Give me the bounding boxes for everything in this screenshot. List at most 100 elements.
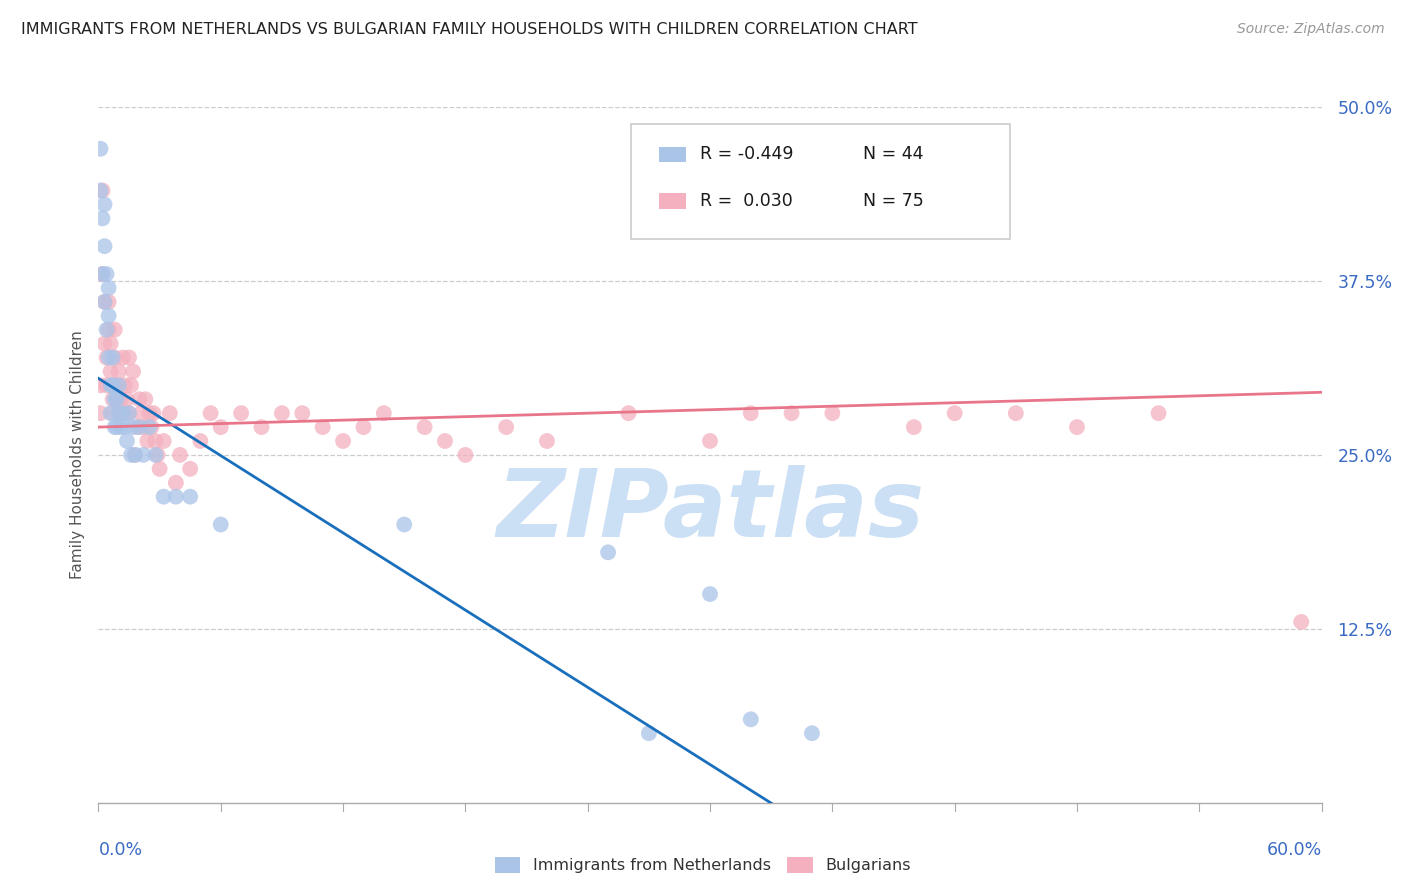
Point bbox=[617, 406, 640, 420]
Point bbox=[142, 406, 165, 420]
Point bbox=[122, 420, 145, 434]
Point bbox=[145, 434, 167, 448]
Point bbox=[120, 448, 142, 462]
Text: ZIPatlas: ZIPatlas bbox=[496, 465, 924, 557]
Text: Source: ZipAtlas.com: Source: ZipAtlas.com bbox=[1237, 22, 1385, 37]
Point bbox=[352, 420, 374, 434]
FancyBboxPatch shape bbox=[630, 124, 1010, 239]
Point bbox=[124, 448, 146, 462]
Point bbox=[132, 420, 155, 434]
Point bbox=[89, 184, 111, 198]
Point bbox=[105, 392, 128, 407]
Point bbox=[108, 378, 131, 392]
Text: N = 75: N = 75 bbox=[863, 192, 924, 210]
Point bbox=[231, 406, 253, 420]
Legend: Immigrants from Netherlands, Bulgarians: Immigrants from Netherlands, Bulgarians bbox=[488, 850, 918, 880]
Point bbox=[114, 420, 136, 434]
Point bbox=[943, 406, 966, 420]
Point bbox=[536, 434, 558, 448]
Text: 60.0%: 60.0% bbox=[1267, 841, 1322, 859]
Point bbox=[637, 726, 661, 740]
Point bbox=[146, 448, 169, 462]
Point bbox=[97, 323, 120, 337]
Point bbox=[97, 294, 120, 309]
Point bbox=[434, 434, 457, 448]
Point bbox=[110, 406, 132, 420]
Point bbox=[209, 517, 232, 532]
Point bbox=[598, 545, 620, 559]
Text: R = -0.449: R = -0.449 bbox=[700, 145, 794, 163]
Point bbox=[169, 448, 191, 462]
Point bbox=[740, 406, 762, 420]
Point bbox=[1147, 406, 1170, 420]
Point bbox=[110, 392, 132, 407]
Point bbox=[101, 378, 124, 392]
Point bbox=[128, 392, 150, 407]
Point bbox=[124, 448, 146, 462]
Point bbox=[110, 420, 132, 434]
Point bbox=[200, 406, 222, 420]
Point bbox=[188, 434, 212, 448]
Point bbox=[821, 406, 844, 420]
Point bbox=[134, 392, 156, 407]
Point bbox=[495, 420, 517, 434]
Point bbox=[96, 351, 118, 365]
Point bbox=[373, 406, 395, 420]
Point bbox=[100, 364, 122, 378]
Point bbox=[312, 420, 335, 434]
Point bbox=[152, 434, 174, 448]
Point bbox=[115, 392, 138, 407]
Point bbox=[97, 309, 120, 323]
Point bbox=[104, 420, 127, 434]
Text: 0.0%: 0.0% bbox=[98, 841, 142, 859]
Point bbox=[149, 462, 172, 476]
Point bbox=[91, 211, 114, 226]
Point bbox=[105, 378, 128, 392]
Point bbox=[250, 420, 273, 434]
Point bbox=[108, 406, 131, 420]
Point bbox=[104, 392, 127, 407]
Point bbox=[291, 406, 314, 420]
Point bbox=[699, 587, 721, 601]
Point bbox=[89, 378, 111, 392]
Point bbox=[118, 406, 141, 420]
Point bbox=[93, 294, 115, 309]
Point bbox=[91, 184, 114, 198]
Point bbox=[801, 726, 824, 740]
Point bbox=[104, 351, 127, 365]
Point bbox=[903, 420, 925, 434]
Point bbox=[454, 448, 477, 462]
Point bbox=[91, 267, 114, 281]
Point bbox=[145, 448, 167, 462]
Point bbox=[129, 406, 152, 420]
Point bbox=[122, 364, 145, 378]
Point bbox=[118, 406, 141, 420]
Point bbox=[93, 336, 115, 351]
Point bbox=[114, 378, 136, 392]
Point bbox=[108, 364, 131, 378]
Text: N = 44: N = 44 bbox=[863, 145, 924, 163]
Point bbox=[100, 336, 122, 351]
Bar bbox=[658, 146, 686, 162]
Point bbox=[141, 420, 163, 434]
Point bbox=[93, 294, 115, 309]
Point bbox=[96, 378, 118, 392]
Point bbox=[108, 378, 131, 392]
Point bbox=[101, 406, 124, 420]
Point bbox=[115, 434, 138, 448]
Point bbox=[159, 406, 181, 420]
Point bbox=[179, 462, 201, 476]
Point bbox=[165, 490, 187, 504]
Point bbox=[97, 351, 120, 365]
Point bbox=[128, 420, 150, 434]
Point bbox=[105, 420, 128, 434]
Point bbox=[1004, 406, 1026, 420]
Y-axis label: Family Households with Children: Family Households with Children bbox=[69, 331, 84, 579]
Point bbox=[101, 351, 124, 365]
Point bbox=[699, 434, 721, 448]
Point bbox=[101, 392, 124, 407]
Point bbox=[118, 351, 141, 365]
Point bbox=[100, 378, 122, 392]
Point bbox=[136, 434, 159, 448]
Point bbox=[105, 392, 128, 407]
